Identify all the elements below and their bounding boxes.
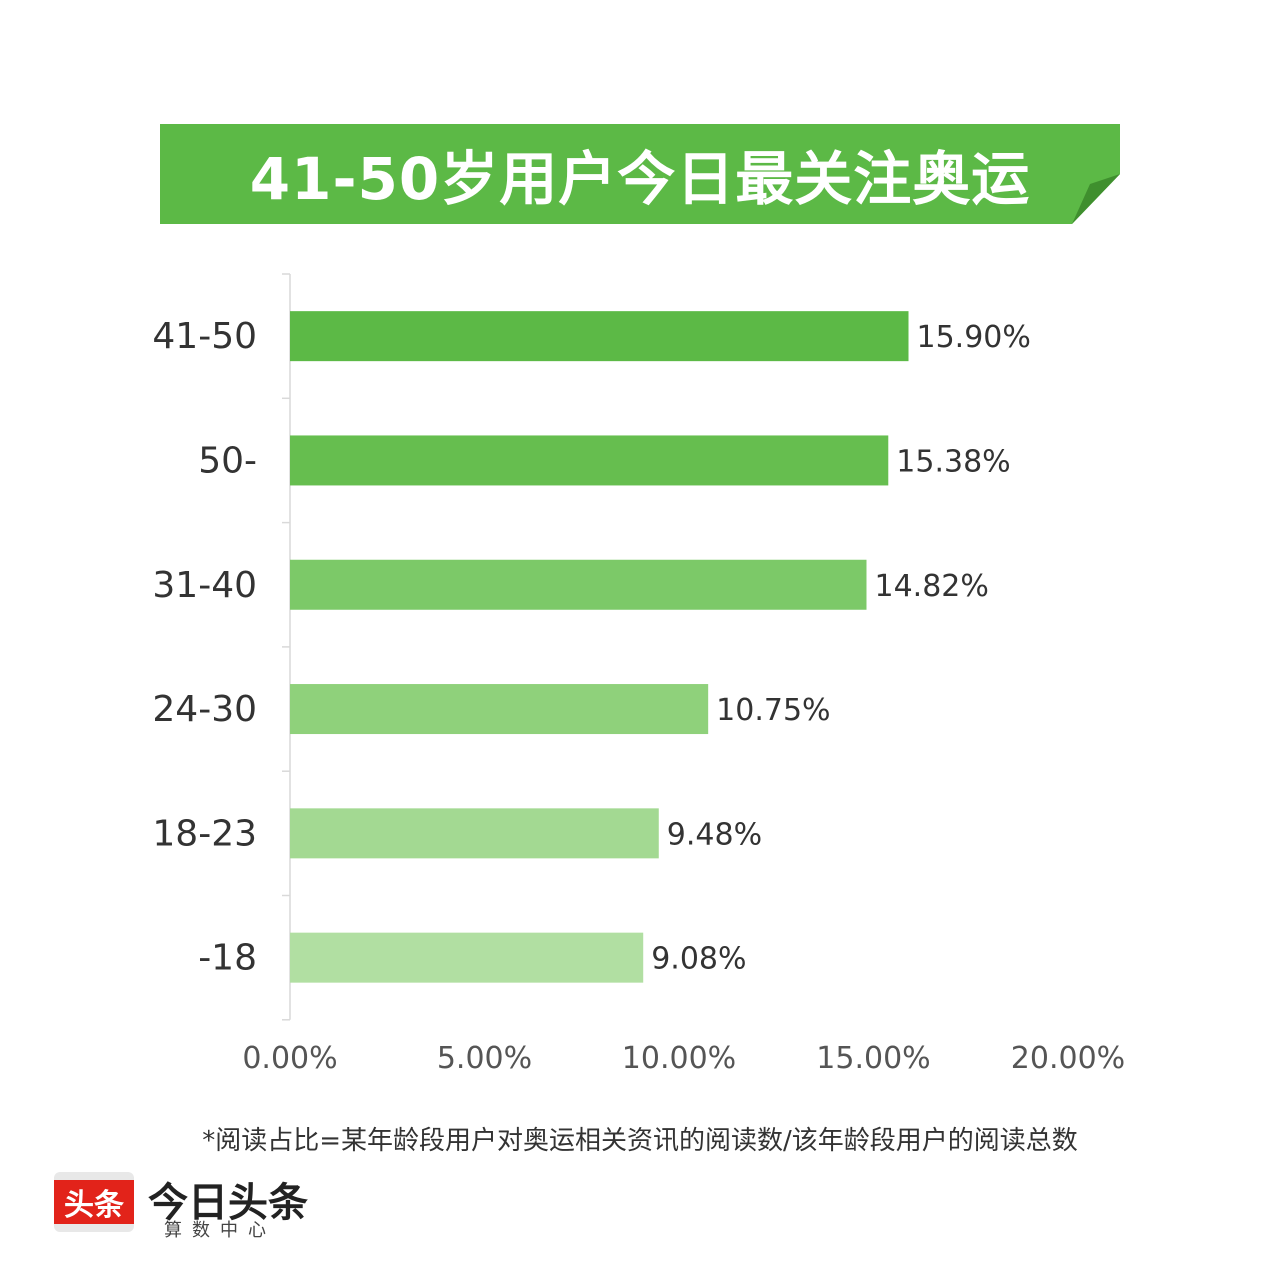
x-tick-label: 0.00% <box>242 1041 337 1076</box>
category-label: 41-50 <box>152 316 257 357</box>
bar-5 <box>290 808 659 859</box>
title-banner <box>160 124 1120 224</box>
bar-4 <box>290 684 709 735</box>
x-tick-label: 20.00% <box>1011 1041 1125 1076</box>
chart-title: 41-50岁用户今日最关注奥运 <box>249 145 1031 213</box>
brand-subtitle: 算数中心 <box>164 1220 276 1241</box>
bar-chart: 41-50 15.90% 50- 15.38% 31-40 14.82% 24-30 10.7… <box>152 273 1125 1076</box>
x-tick-label: 5.00% <box>437 1041 532 1076</box>
data-label: 10.75% <box>716 693 830 728</box>
bar-1 <box>290 311 909 362</box>
banner-fold <box>1072 174 1120 224</box>
category-label: -18 <box>198 938 257 979</box>
x-tick-label: 15.00% <box>816 1041 930 1076</box>
category-label: 50- <box>198 440 257 481</box>
category-label: 18-23 <box>152 813 257 854</box>
data-label: 15.38% <box>896 444 1010 479</box>
bar-6 <box>290 932 644 983</box>
footnote: *阅读占比=某年龄段用户对奥运相关资讯的阅读数/该年龄段用户的阅读总数 <box>202 1126 1078 1156</box>
data-label: 14.82% <box>874 569 988 604</box>
data-label: 15.90% <box>917 320 1031 355</box>
category-label: 31-40 <box>152 565 257 606</box>
category-label: 24-30 <box>152 689 257 730</box>
bar-2 <box>290 435 889 486</box>
brand-name: 今日头条 <box>148 1180 308 1226</box>
x-tick-label: 10.00% <box>622 1041 736 1076</box>
banner-background <box>160 124 1120 224</box>
data-label: 9.08% <box>651 942 746 977</box>
data-label: 9.48% <box>667 817 762 852</box>
bar-3 <box>290 559 867 610</box>
brand-logo-badge: 头条 <box>54 1180 134 1224</box>
